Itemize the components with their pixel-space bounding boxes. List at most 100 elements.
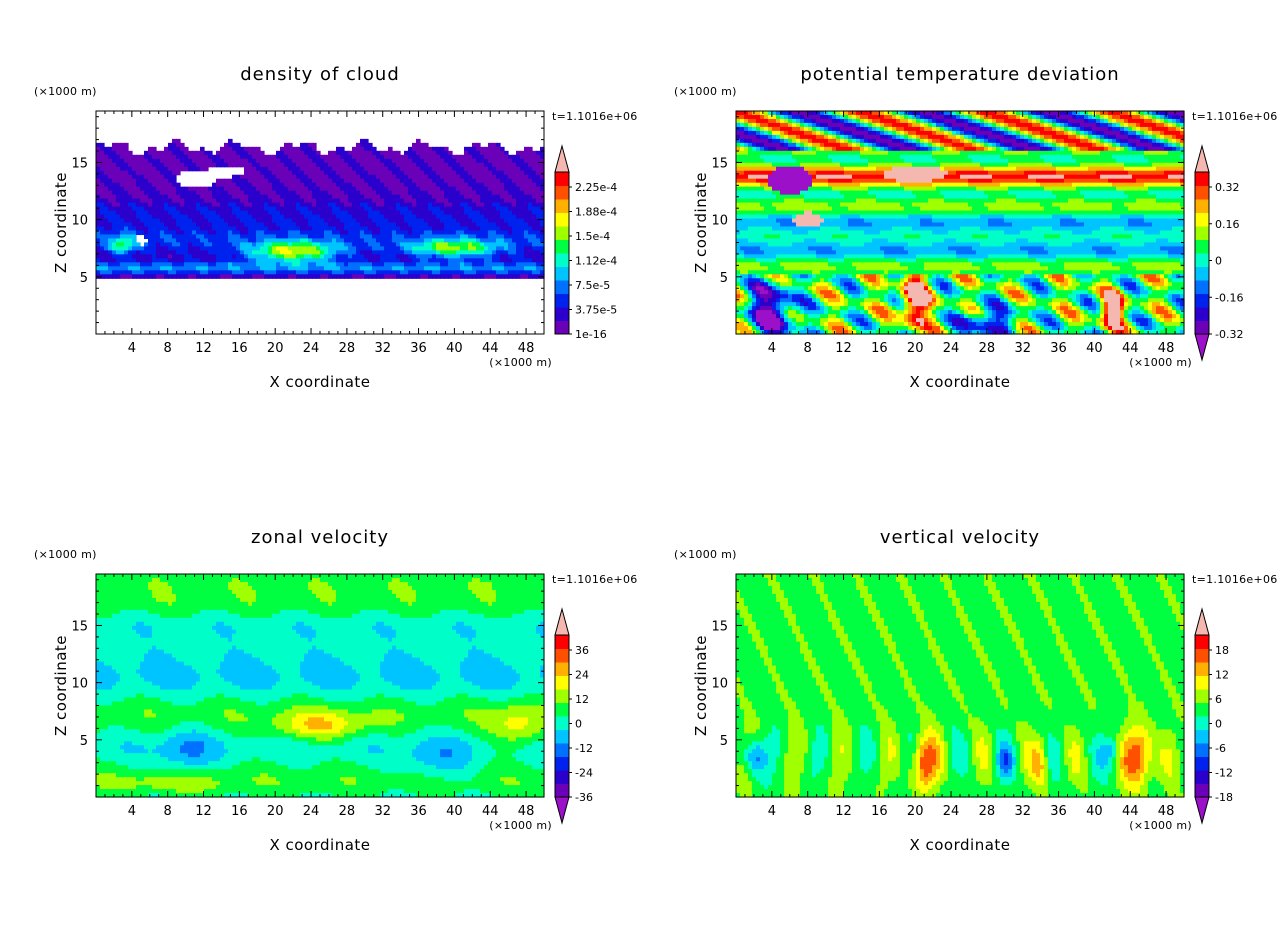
- colorbar-label: 0.32: [1215, 181, 1240, 194]
- colorbar: [1194, 607, 1212, 825]
- colorbar-swatch: [1195, 280, 1209, 294]
- y-axis-ticks: [96, 579, 544, 787]
- colorbar-top-arrow: [1194, 607, 1210, 636]
- x-tick-label: 12: [835, 341, 852, 356]
- colorbar-label: -12: [575, 742, 593, 755]
- x-axis-ticks: [744, 574, 1176, 797]
- colorbar: [554, 607, 572, 825]
- colorbar-swatch: [555, 783, 569, 798]
- colorbar-swatch: [1195, 172, 1209, 186]
- colorbar-swatch: [1195, 743, 1209, 757]
- x-axis-units: (×1000 m): [489, 819, 552, 832]
- x-tick-label: 44: [482, 804, 499, 819]
- chart-svg: density of cloud(×1000 m)t=1.1016e+064 8 1…: [34, 64, 638, 391]
- y-tick-label: 5: [720, 734, 728, 749]
- time-label: t=1.1016e+06: [1192, 110, 1278, 123]
- colorbar-swatch: [1195, 729, 1209, 744]
- x-tick-label: 44: [482, 341, 499, 356]
- colorbar-label: -12: [1215, 767, 1233, 780]
- colorbar-label: -0.16: [1215, 291, 1243, 304]
- colorbar-label: -0.32: [1215, 328, 1243, 341]
- chart-panel-4: vertical velocity (×1000 m) t=1.1016e+06 4 8…: [640, 463, 1280, 926]
- x-tick-label: 40: [1086, 804, 1103, 819]
- colorbar-label: 1.5e-4: [575, 230, 610, 243]
- colorbar-label: -24: [575, 767, 593, 780]
- colorbar-swatch: [555, 239, 569, 254]
- x-tick-label: 24: [303, 804, 320, 819]
- x-axis-label: X coordinate: [269, 373, 370, 391]
- x-tick-label: 20: [907, 804, 924, 819]
- x-tick-label: 32: [1014, 341, 1031, 356]
- y-axis-units: (×1000 m): [34, 85, 97, 98]
- x-tick-label: 36: [410, 341, 427, 356]
- colorbar-swatch: [555, 280, 569, 294]
- x-tick-label: 36: [410, 804, 427, 819]
- y-tick-label: 10: [71, 214, 88, 229]
- x-axis-ticks: [104, 111, 536, 334]
- x-tick-label: 4: [768, 804, 776, 819]
- colorbar-swatch: [1195, 756, 1209, 771]
- colorbar-swatch: [1195, 266, 1209, 281]
- colorbar-label: -18: [1215, 791, 1233, 804]
- y-axis-ticks: [736, 579, 1184, 787]
- colorbar-label: -6: [1215, 742, 1226, 755]
- field-raster: [96, 574, 545, 798]
- x-tick-label: 16: [231, 341, 248, 356]
- time-label: t=1.1016e+06: [1192, 573, 1278, 586]
- y-axis-label: Z coordinate: [52, 635, 70, 736]
- colorbar-swatch: [555, 635, 569, 649]
- colorbar-swatch: [1195, 675, 1209, 690]
- x-tick-label: 12: [195, 804, 212, 819]
- chart-svg: potential temperature deviation (×1000 m)…: [674, 64, 1278, 391]
- x-tick-label: 40: [446, 341, 463, 356]
- x-tick-label: 8: [164, 804, 172, 819]
- colorbar-label: 2.25e-4: [575, 181, 617, 194]
- x-tick-label: 28: [339, 804, 356, 819]
- colorbar-swatch: [1195, 199, 1209, 213]
- x-tick-label: 8: [804, 341, 812, 356]
- colorbar-swatch: [1195, 689, 1209, 703]
- colorbar-swatch: [555, 185, 569, 200]
- x-tick-label: 44: [1122, 341, 1139, 356]
- colorbar-swatch: [1195, 239, 1209, 254]
- y-tick-label: 15: [71, 156, 88, 171]
- colorbar-swatch: [555, 770, 569, 784]
- x-axis-units: (×1000 m): [489, 356, 552, 369]
- x-tick-label: 44: [1122, 804, 1139, 819]
- x-tick-label: 20: [907, 341, 924, 356]
- colorbar-label: -36: [575, 791, 593, 804]
- chart-title: potential temperature deviation: [800, 64, 1119, 85]
- colorbar-label: 6: [1215, 693, 1222, 706]
- colorbar-label: 12: [1215, 669, 1229, 682]
- colorbar-label: 3.75e-5: [575, 304, 617, 317]
- y-tick-label: 15: [71, 619, 88, 634]
- x-tick-label: 4: [768, 341, 776, 356]
- x-tick-label: 28: [979, 341, 996, 356]
- colorbar: [1194, 144, 1212, 362]
- colorbar-top-arrow: [554, 144, 570, 173]
- colorbar: [554, 144, 572, 335]
- colorbar-swatch: [1195, 253, 1209, 267]
- x-tick-label: 24: [303, 341, 320, 356]
- colorbar-swatch: [555, 689, 569, 703]
- x-axis-ticks: [744, 111, 1176, 334]
- colorbar-bottom-arrow: [1194, 796, 1210, 825]
- x-tick-label: 48: [1158, 341, 1175, 356]
- colorbar-swatch: [555, 743, 569, 757]
- colorbar-label: 18: [1215, 644, 1229, 657]
- colorbar-swatch: [1195, 716, 1209, 730]
- x-tick-label: 8: [804, 804, 812, 819]
- colorbar-label: 7.5e-5: [575, 279, 610, 292]
- x-tick-label: 16: [871, 341, 888, 356]
- x-axis-label: X coordinate: [909, 373, 1010, 391]
- colorbar-swatch: [555, 702, 569, 717]
- x-axis-units: (×1000 m): [1129, 356, 1192, 369]
- colorbar-swatch: [1195, 212, 1209, 227]
- chart-panel-2: potential temperature deviation (×1000 m)…: [640, 0, 1280, 463]
- x-tick-label: 4: [128, 804, 136, 819]
- colorbar-swatch: [1195, 307, 1209, 321]
- time-label: t=1.1016e+06: [552, 110, 638, 123]
- colorbar-swatch: [555, 293, 569, 308]
- colorbar-bottom-arrow: [1194, 333, 1210, 362]
- colorbar-label: 12: [575, 693, 589, 706]
